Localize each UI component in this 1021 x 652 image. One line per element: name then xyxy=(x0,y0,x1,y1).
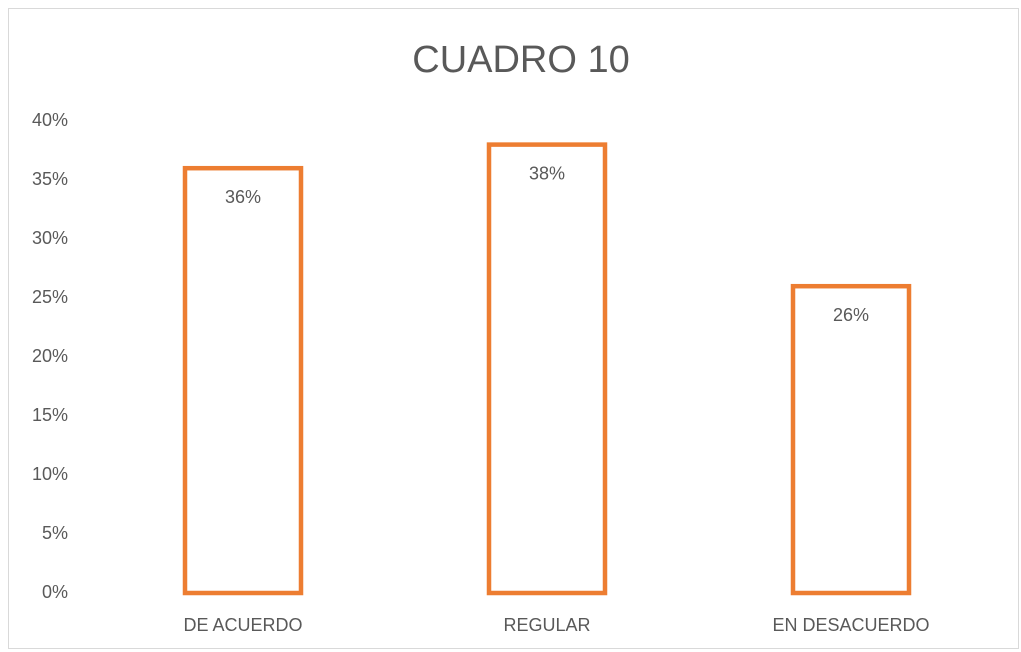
value-label: 38% xyxy=(529,163,565,183)
bar xyxy=(182,165,304,596)
y-tick-label: 0% xyxy=(42,582,68,602)
y-tick-label: 25% xyxy=(32,287,68,307)
value-label: 26% xyxy=(833,305,869,325)
x-tick-label: REGULAR xyxy=(503,615,590,635)
y-tick-label: 20% xyxy=(32,346,68,366)
y-tick-label: 5% xyxy=(42,523,68,543)
bar xyxy=(790,283,912,596)
y-tick-label: 30% xyxy=(32,228,68,248)
x-tick-label: DE ACUERDO xyxy=(183,615,302,635)
chart-title: CUADRO 10 xyxy=(412,39,630,81)
y-tick-label: 10% xyxy=(32,464,68,484)
y-tick-label: 35% xyxy=(32,169,68,189)
y-tick-label: 40% xyxy=(32,110,68,130)
chart-border xyxy=(8,8,1019,649)
bar xyxy=(486,142,608,596)
x-tick-label: EN DESACUERDO xyxy=(772,615,929,635)
y-tick-label: 15% xyxy=(32,405,68,425)
value-label: 36% xyxy=(225,187,261,207)
